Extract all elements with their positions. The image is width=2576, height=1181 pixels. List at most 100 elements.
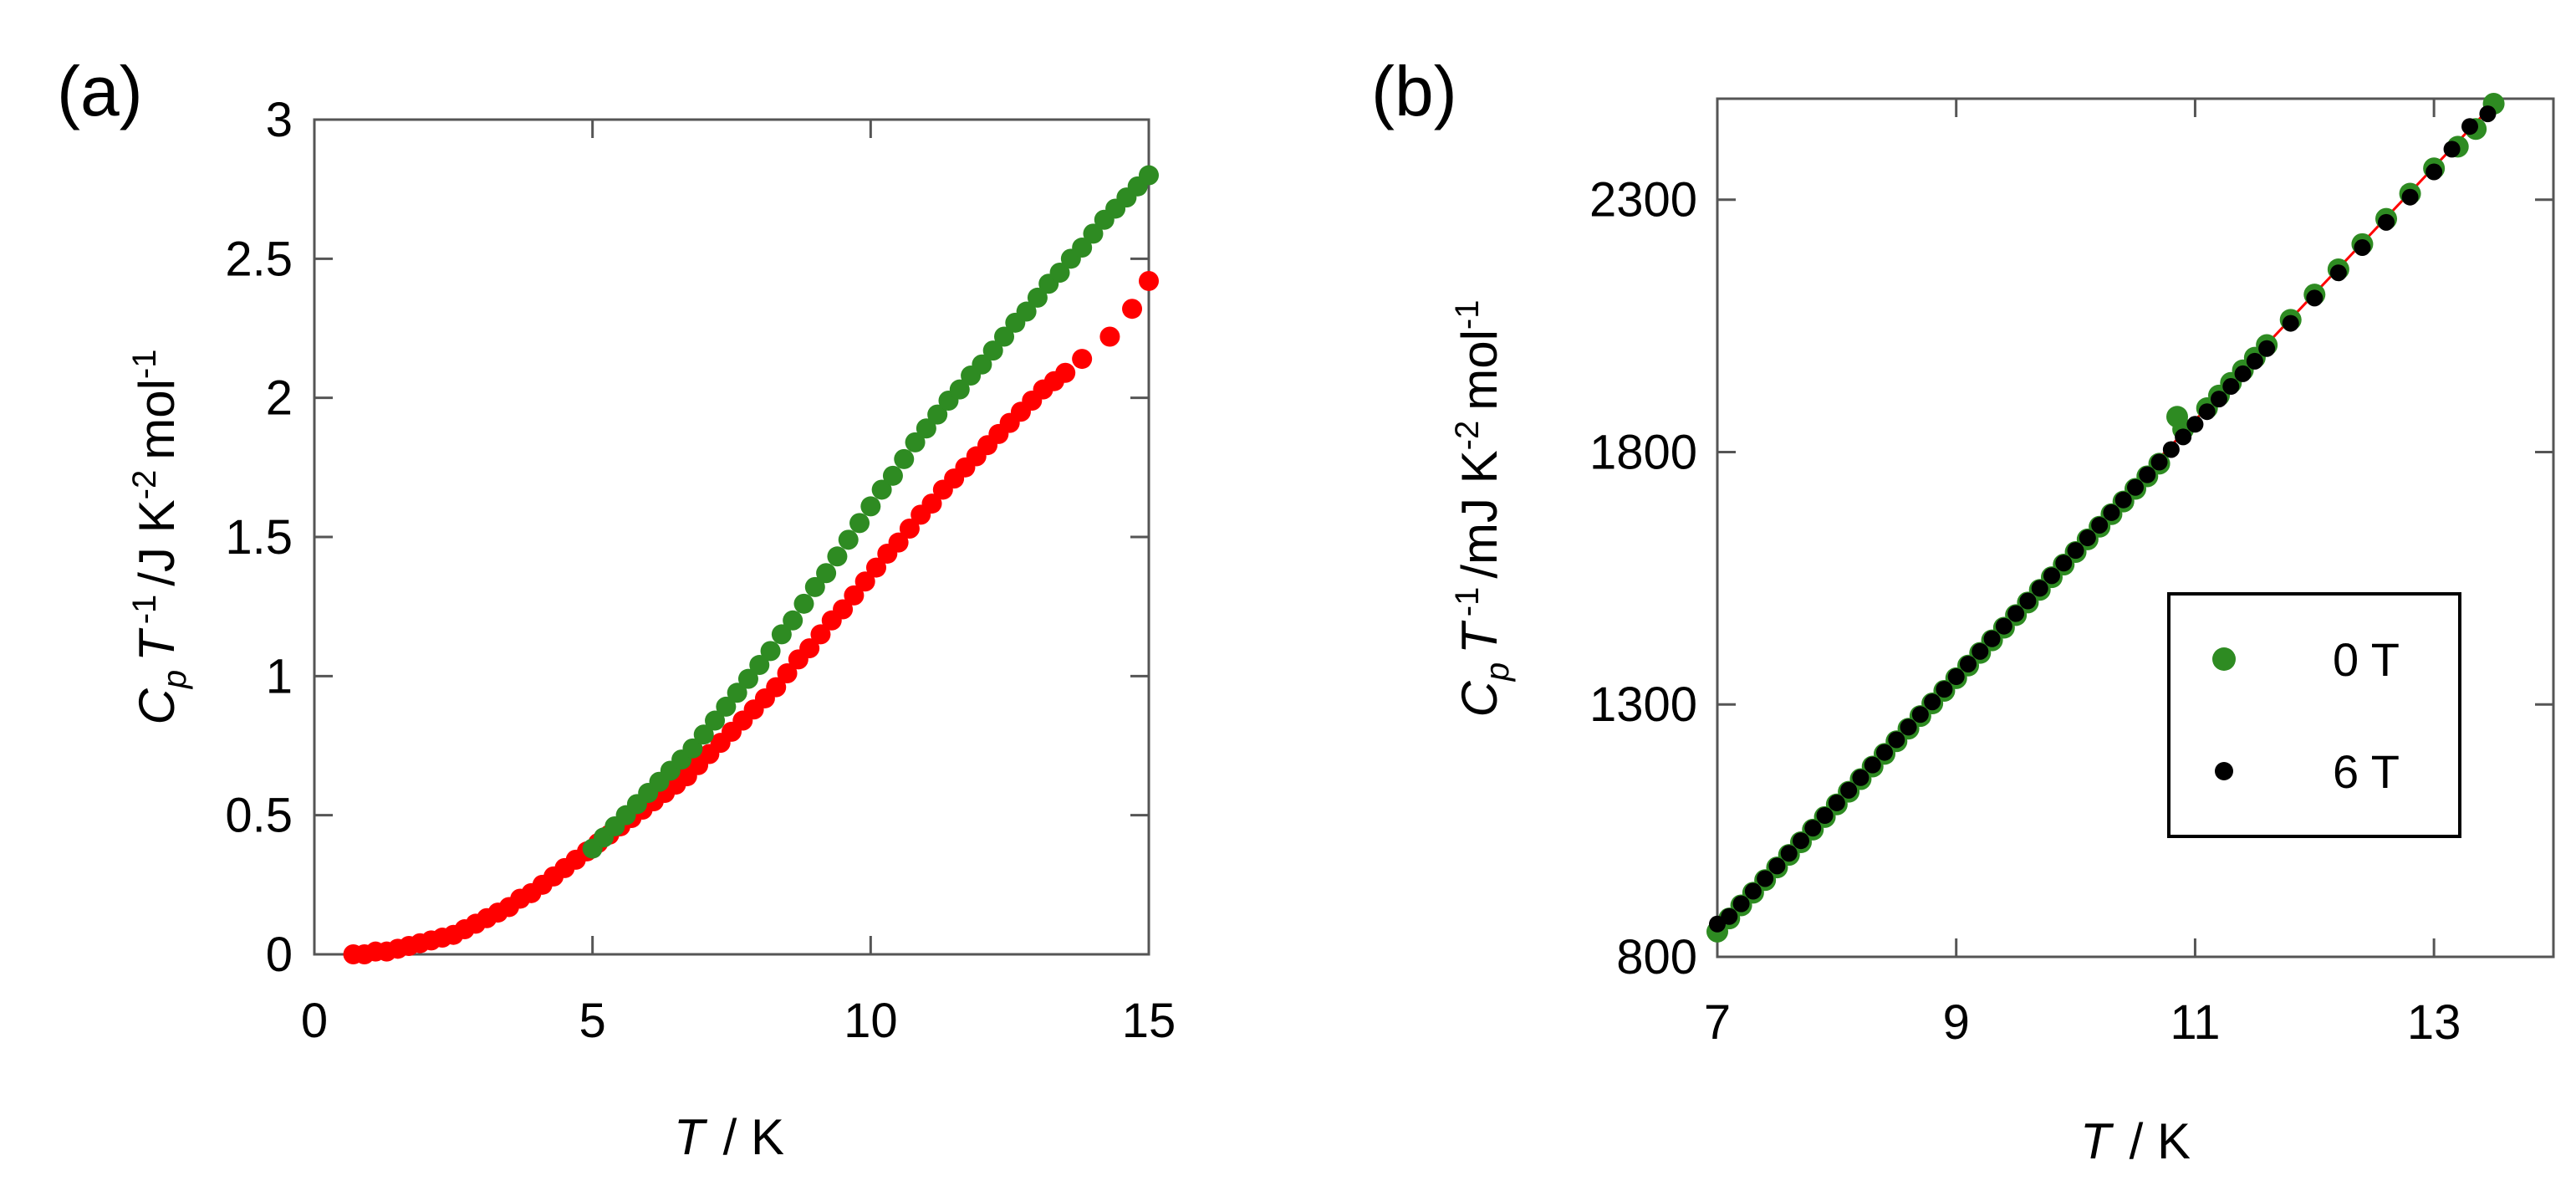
- point-a-green-21: [816, 563, 837, 584]
- point-b-6t-20: [1947, 668, 1965, 686]
- point-b-6t-37: [2150, 453, 2168, 471]
- panel-b: (b) 7 9 11 13 800 1300 1800 2300 0 T 6 T T / K C…: [1371, 52, 2555, 1169]
- point-b-6t-46: [2258, 340, 2276, 357]
- point-b-6t-54: [2443, 141, 2461, 158]
- point-b-6t-36: [2139, 466, 2156, 483]
- plot-frame-b: [1716, 97, 2555, 959]
- point-a-green-12: [716, 696, 737, 717]
- point-b-6t-49: [2329, 264, 2347, 282]
- point-a-red-39: [777, 663, 798, 684]
- point-a-red-41: [799, 638, 820, 659]
- point-a-green-26: [871, 479, 892, 500]
- point-b-6t-52: [2401, 188, 2419, 206]
- data-points-b: [1706, 93, 2505, 943]
- point-a-green-18: [783, 610, 803, 631]
- point-b-6t-26: [2019, 592, 2037, 610]
- y-axis-title-a: CpT-1/J K-2mol-1: [126, 349, 193, 724]
- point-a-red-38: [766, 677, 787, 698]
- point-a-green-36: [982, 340, 1003, 361]
- point-b-6t-35: [2127, 478, 2144, 496]
- x-tick-label-b-3: 13: [2407, 995, 2461, 1050]
- point-a-green-11: [705, 710, 726, 731]
- point-b-6t-56: [2479, 105, 2497, 123]
- point-b-6t-33: [2103, 504, 2120, 521]
- y-tick-label-a-4: 2: [266, 371, 293, 426]
- point-b-6t-18: [1924, 693, 1941, 711]
- point-a-green-16: [760, 641, 781, 662]
- point-a-red-44: [833, 599, 854, 620]
- panel-a-label: (a): [57, 52, 143, 130]
- point-b-6t-2: [1732, 895, 1750, 913]
- point-a-green-10: [693, 724, 714, 745]
- point-b-6t-28: [2043, 567, 2060, 585]
- point-a-green-23: [838, 529, 859, 550]
- point-b-6t-7: [1793, 832, 1809, 850]
- point-a-red-64: [1055, 362, 1076, 383]
- point-b-6t-53: [2426, 163, 2443, 181]
- point-b-6t-34: [2114, 491, 2132, 509]
- point-a-green-45: [1083, 223, 1104, 244]
- point-a-red-45: [844, 585, 865, 606]
- point-b-6t-25: [2007, 605, 2025, 622]
- point-b-6t-0: [1709, 915, 1726, 933]
- point-a-green-39: [1016, 301, 1037, 322]
- point-a-red-42: [810, 624, 831, 645]
- point-a-green-29: [905, 432, 926, 452]
- x-tick-label-a-0: 0: [301, 994, 328, 1048]
- plot-frame-a: [313, 118, 1150, 956]
- y-tick-label-b-3: 2300: [1589, 173, 1697, 228]
- point-a-green-33: [949, 379, 970, 400]
- point-a-red-49: [888, 532, 909, 553]
- x-tick-label-b-2: 11: [2170, 995, 2220, 1050]
- y-tick-label-a-6: 3: [266, 93, 293, 147]
- y-tick-label-a-0: 0: [266, 928, 293, 982]
- point-b-6t-48: [2306, 289, 2324, 307]
- point-a-green-9: [682, 738, 703, 759]
- y-tick-label-a-3: 1.5: [225, 510, 293, 565]
- point-b-6t-29: [2055, 555, 2073, 572]
- x-tick-label-a-1: 5: [579, 994, 606, 1048]
- point-b-6t-55: [2461, 118, 2478, 135]
- point-b-6t-51: [2378, 213, 2395, 231]
- point-a-green-13: [727, 683, 747, 703]
- point-a-red-65: [1072, 349, 1093, 370]
- point-a-red-46: [854, 571, 875, 592]
- point-b-6t-9: [1816, 807, 1834, 825]
- point-b-6t-39: [2175, 428, 2192, 446]
- point-b-6t-50: [2354, 239, 2371, 257]
- point-a-red-52: [921, 493, 942, 514]
- point-a-red-47: [865, 557, 886, 578]
- tick-labels-b: 7 9 11 13 800 1300 1800 2300: [1589, 173, 2461, 1050]
- point-a-green-37: [994, 326, 1015, 347]
- x-tick-label-b-1: 9: [1943, 995, 1970, 1050]
- legend-marker-6t: [2215, 762, 2233, 780]
- point-b-6t-17: [1911, 706, 1929, 723]
- point-b-6t-6: [1780, 845, 1798, 862]
- x-tick-label-a-2: 10: [844, 994, 898, 1048]
- point-b-6t-40: [2186, 416, 2204, 433]
- x-axis-title-b: T / K: [2080, 1113, 2191, 1169]
- legend-label-6t: 6 T: [2333, 745, 2400, 798]
- x-tick-label-a-3: 15: [1122, 994, 1176, 1048]
- point-b-6t-24: [1995, 617, 2012, 635]
- point-a-green-42: [1049, 262, 1070, 283]
- y-tick-label-b-1: 1300: [1589, 677, 1697, 732]
- y-tick-label-b-0: 800: [1616, 930, 1697, 984]
- point-b-6t-31: [2079, 529, 2096, 547]
- legend-box: [2167, 592, 2461, 838]
- tick-labels-a: 0 5 10 15 0 0.5 1 1.5 2 2.5 3: [225, 93, 1176, 1048]
- legend-b: 0 T 6 T: [2167, 592, 2461, 838]
- point-a-green-28: [894, 448, 915, 469]
- point-b-6t-3: [1744, 882, 1762, 900]
- point-b-6t-47: [2282, 314, 2299, 332]
- point-b-6t-23: [1983, 630, 2001, 647]
- y-tick-label-b-2: 1800: [1589, 425, 1697, 479]
- point-b-6t-44: [2234, 365, 2252, 382]
- point-b-6t-4: [1757, 870, 1774, 887]
- point-a-red-66: [1099, 326, 1120, 347]
- y-tick-label-a-2: 1: [266, 649, 293, 703]
- point-b-6t-1: [1721, 907, 1738, 925]
- point-a-green-19: [793, 593, 814, 614]
- x-axis-title-a: T / K: [674, 1109, 784, 1165]
- legend-label-0t: 0 T: [2333, 633, 2400, 686]
